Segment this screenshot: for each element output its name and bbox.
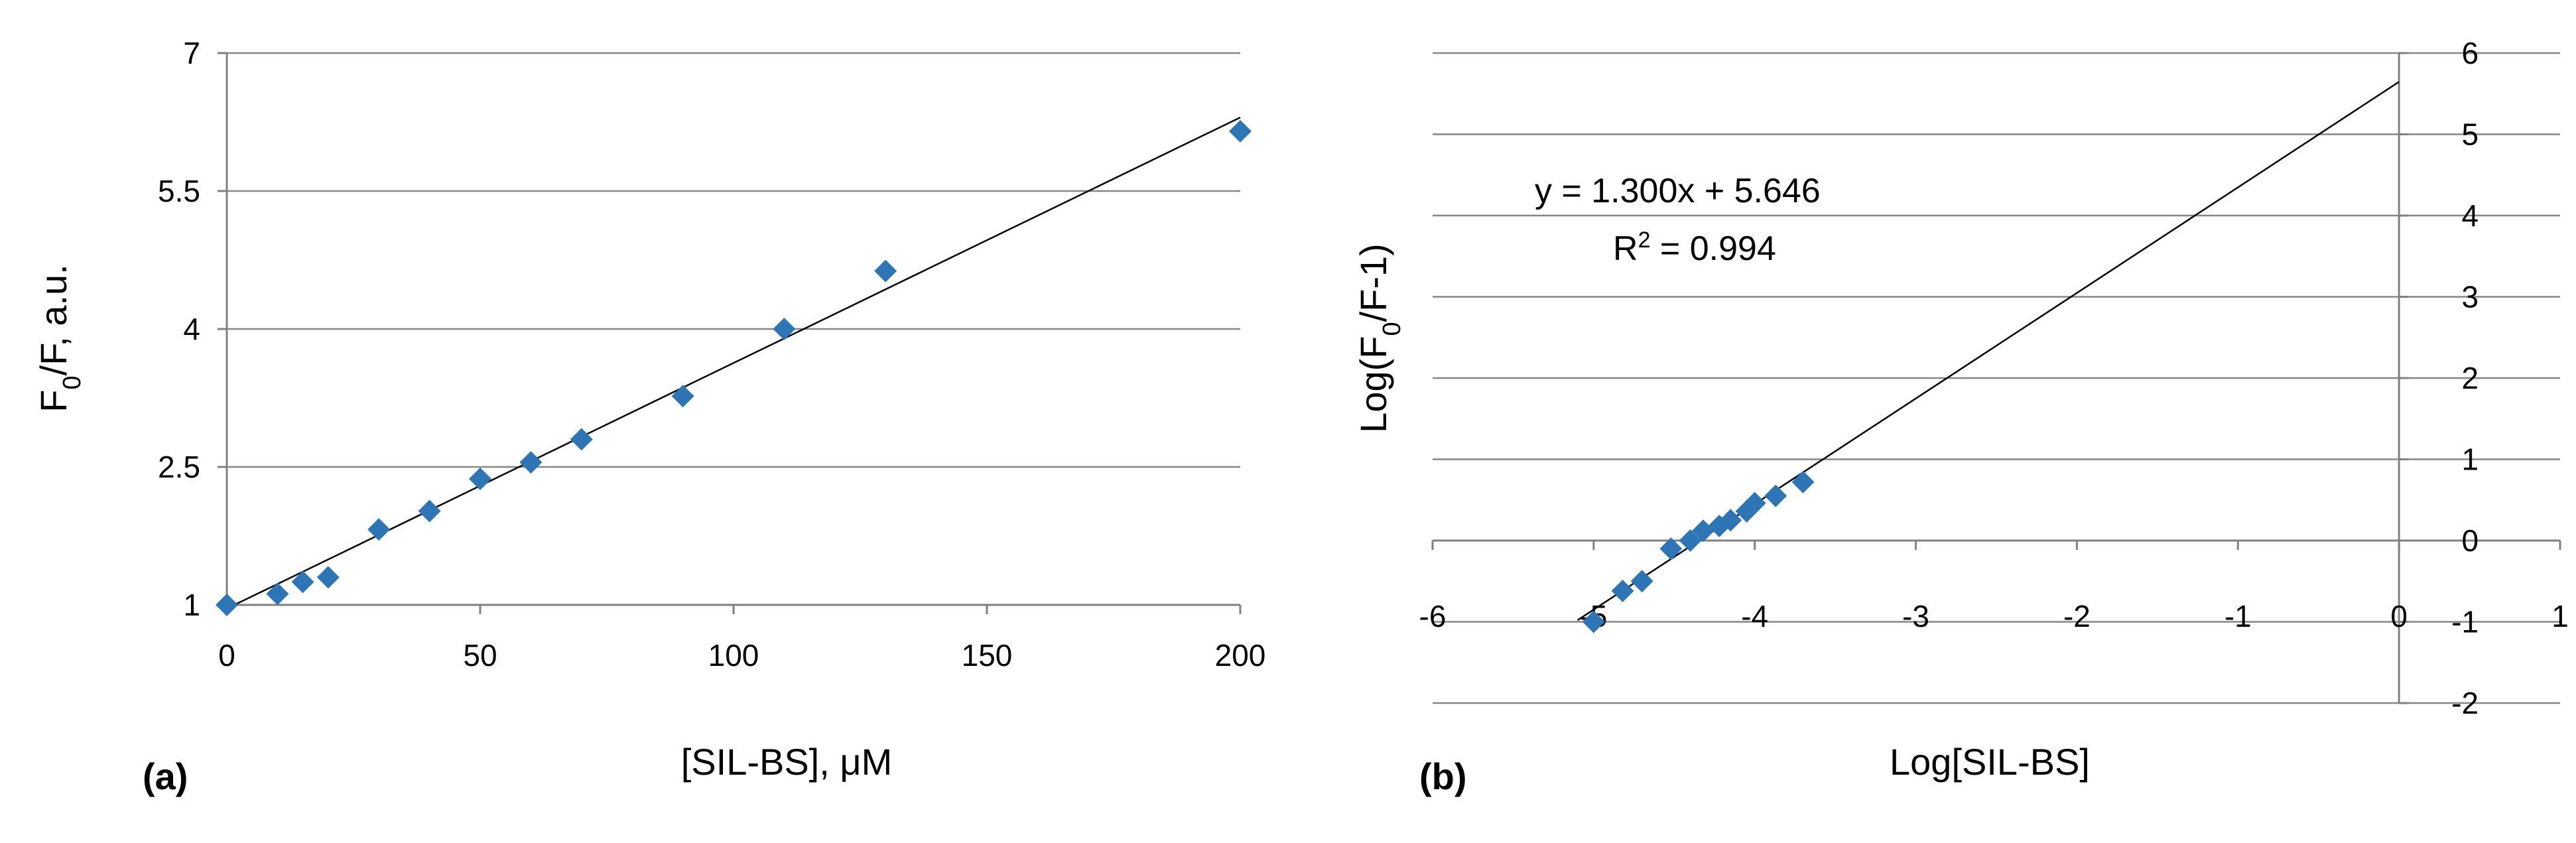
chart-b-x-tick-label: -3 xyxy=(1902,599,1929,633)
chart-a-x-label: [SIL-BS], μM xyxy=(681,741,893,783)
chart-a-point xyxy=(1229,119,1252,143)
chart-a-y-tick-label: 4 xyxy=(183,312,200,346)
chart-a-y-tick-label: 2.5 xyxy=(158,450,200,484)
chart-b-y-tick-label: -2 xyxy=(2451,686,2479,720)
chart-a-point xyxy=(570,428,593,451)
chart-b-x-tick-label: -4 xyxy=(1741,599,1768,633)
chart-b-point xyxy=(1679,529,1702,552)
chart-b-x-tick-label: -6 xyxy=(1419,599,1447,633)
chart-a-x-tick-label: 0 xyxy=(218,638,235,673)
chart-a-x-tick-label: 200 xyxy=(1215,638,1266,673)
chart-a-point xyxy=(266,582,289,606)
chart-b-point xyxy=(1611,579,1634,602)
chart-b-y-tick-label: 5 xyxy=(2462,117,2479,152)
chart-b-point xyxy=(1743,491,1766,515)
chart-a-points xyxy=(216,119,1252,616)
chart-a-point xyxy=(469,468,491,491)
chart-b-r-squared: R2 = 0.994 xyxy=(1613,227,1776,268)
chart-b-y-tick-label: 3 xyxy=(2462,280,2479,314)
chart-b-point xyxy=(1791,470,1815,493)
chart-b-point xyxy=(1764,484,1787,507)
chart-a-point xyxy=(773,318,796,340)
chart-b-y-tick-label: 4 xyxy=(2462,198,2479,233)
chart-b-point xyxy=(1719,509,1742,532)
chart-b-x-label: Log[SIL-BS] xyxy=(1890,741,2090,783)
chart-b-point xyxy=(1630,570,1653,593)
chart-a-y-tick-label: 1 xyxy=(183,588,200,622)
chart-b-point xyxy=(1659,537,1683,560)
chart-a-point xyxy=(418,499,441,523)
chart-b-y-tick-label: 1 xyxy=(2462,442,2479,477)
chart-a-y-label: F0/F, a.u. xyxy=(32,264,86,412)
chart-a-point xyxy=(519,451,543,474)
chart-b-x-tick-label: 1 xyxy=(2551,599,2569,633)
chart-a-trendline xyxy=(226,116,1241,610)
chart-a-point xyxy=(367,518,391,541)
chart-a-panel-label: (a) xyxy=(143,755,188,797)
chart-a: 1 2.5 4 5.5 7 0 50 100 150 200 [SIL-BS], μM F0/F… xyxy=(32,36,1265,797)
chart-b-x-tick-label: -2 xyxy=(2063,599,2091,633)
chart-b-x-ticks: -6-5-4-3-2-101 xyxy=(1419,541,2569,633)
chart-b-points xyxy=(1582,470,1815,633)
chart-a-y-ticks: 1 2.5 4 5.5 7 xyxy=(158,36,227,622)
chart-a-point xyxy=(316,566,340,589)
chart-b-panel-label: (b) xyxy=(1419,755,1467,797)
chart-b-x-tick-label: 0 xyxy=(2390,599,2408,633)
chart-b-y-tick-label: 6 xyxy=(2462,36,2479,70)
chart-a-x-ticks: 0 50 100 150 200 xyxy=(218,605,1265,673)
chart-a-y-tick-label: 7 xyxy=(183,36,200,70)
chart-a-point xyxy=(291,570,314,594)
chart-a-point xyxy=(216,594,238,616)
chart-b-point xyxy=(1582,610,1605,633)
chart-a-x-tick-label: 150 xyxy=(962,638,1013,673)
chart-a-x-tick-label: 50 xyxy=(463,638,497,673)
chart-a-point xyxy=(671,385,694,408)
chart-b-x-tick-label: -1 xyxy=(2224,599,2252,633)
chart-a-point xyxy=(874,259,897,283)
chart-b-y-tick-label: 2 xyxy=(2462,361,2479,395)
chart-a-x-tick-label: 100 xyxy=(708,638,759,673)
chart-b-y-tick-label: -1 xyxy=(2451,605,2479,639)
chart-b-equation: y = 1.300x + 5.646 xyxy=(1535,172,1821,210)
chart-a-y-tick-label: 5.5 xyxy=(158,174,200,208)
chart-b-y-label: Log(F0/F-1) xyxy=(1352,243,1406,433)
chart-b-y-ticks: -2 -1 0 1 2 3 4 5 6 xyxy=(2399,36,2479,720)
chart-b-y-tick-label: 0 xyxy=(2462,523,2479,558)
